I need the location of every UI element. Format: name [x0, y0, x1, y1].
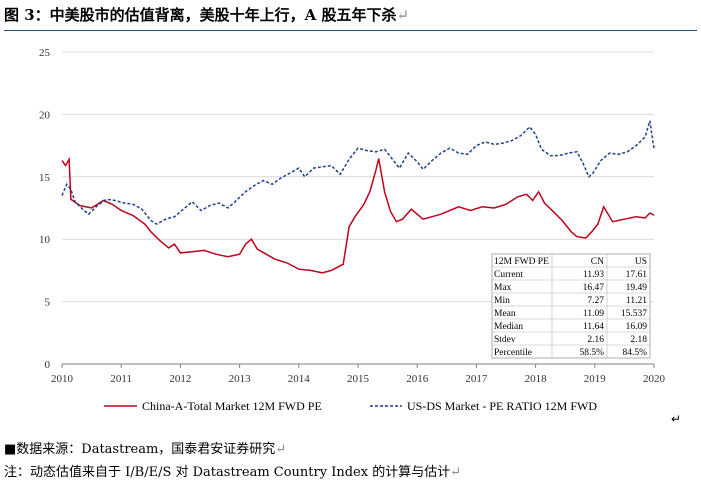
source-text: ■数据来源：Datastream，国泰君安证券研究 — [4, 442, 276, 457]
x-tick-label: 2014 — [288, 373, 311, 385]
legend-us-label: US-DS Market - PE RATIO 12M FWD — [407, 399, 597, 413]
table-cell: Max — [494, 283, 512, 293]
x-tick-label: 2019 — [584, 373, 607, 385]
table-header-cell: CN — [591, 257, 604, 267]
us-pe-line — [61, 120, 655, 225]
table-cell: 11.09 — [583, 309, 604, 319]
table-header-cell: US — [635, 257, 647, 267]
table-cell: 17.61 — [626, 270, 648, 280]
figure-title: 图 3：中美股市的估值背离，美股十年上行，A 股五年下杀↵ — [4, 4, 409, 25]
table-cell: 16.09 — [626, 322, 648, 332]
x-tick-label: 2016 — [406, 373, 429, 385]
y-tick-label: 10 — [39, 234, 51, 246]
x-tick-label: 2011 — [110, 373, 132, 385]
table-cell: 11.21 — [626, 296, 647, 306]
table-cell: 15.537 — [621, 309, 647, 319]
x-tick-label: 2015 — [347, 373, 370, 385]
table-cell: Mean — [494, 309, 516, 319]
table-cell: 7.27 — [587, 296, 604, 306]
table-header-cell: 12M FWD PE — [494, 257, 549, 267]
table-cell: 11.64 — [583, 322, 604, 332]
return-mark-icon: ↵ — [275, 442, 287, 457]
table-cell: Median — [494, 322, 523, 332]
table-cell: Current — [494, 270, 523, 280]
table-cell: Percentile — [494, 348, 532, 358]
stats-table: 12M FWD PE CN US Current 11.93 17.61 Max 16.47 1… — [491, 253, 651, 359]
x-tick-label: 2018 — [525, 373, 548, 385]
figure-title-text: 图 3：中美股市的估值背离，美股十年上行，A 股五年下杀 — [4, 6, 397, 24]
chart-legend: China-A-Total Market 12M FWD PE US-DS Mar… — [104, 399, 597, 413]
table-cell: Min — [494, 296, 510, 306]
title-rule — [4, 30, 697, 31]
return-mark-icon: ↵ — [671, 412, 681, 426]
chart-series — [61, 120, 655, 274]
table-cell: 16.47 — [583, 283, 605, 293]
x-tick-label: 2017 — [465, 373, 488, 385]
note-line: 注：动态估值来自于 I/B/E/S 对 Datastream Country I… — [4, 461, 461, 480]
y-tick-label: 5 — [45, 297, 51, 309]
y-tick-label: 0 — [45, 359, 51, 371]
legend-china-label: China-A-Total Market 12M FWD PE — [142, 399, 322, 413]
table-cell: 11.93 — [583, 270, 604, 280]
table-cell: 84.5% — [622, 348, 647, 358]
pe-chart: 0 5 10 15 20 25 2010 2011 2012 2013 2014 2015 2016 20… — [39, 47, 681, 426]
china-pe-line — [61, 156, 655, 274]
y-tick-label: 15 — [39, 172, 51, 184]
note-text: 注：动态估值来自于 I/B/E/S 对 Datastream Country I… — [4, 465, 451, 480]
table-cell: 58.5% — [579, 348, 604, 358]
table-cell: Stdev — [494, 335, 516, 345]
table-cell: 2.16 — [587, 335, 604, 345]
source-line: ■数据来源：Datastream，国泰君安证券研究↵ — [4, 438, 286, 457]
x-tick-label: 2010 — [51, 373, 74, 385]
table-cell: 19.49 — [626, 283, 648, 293]
y-tick-label: 20 — [39, 109, 51, 121]
y-tick-label: 25 — [39, 47, 51, 59]
return-mark-icon: ↵ — [450, 465, 462, 480]
chart-axes: 0 5 10 15 20 25 2010 2011 2012 2013 2014 2015 2016 20… — [39, 47, 666, 385]
table-cell: 2.18 — [630, 335, 647, 345]
return-mark-icon: ↵ — [396, 6, 410, 24]
x-tick-label: 2013 — [229, 373, 252, 385]
x-tick-label: 2020 — [643, 373, 666, 385]
x-tick-label: 2012 — [169, 373, 191, 385]
